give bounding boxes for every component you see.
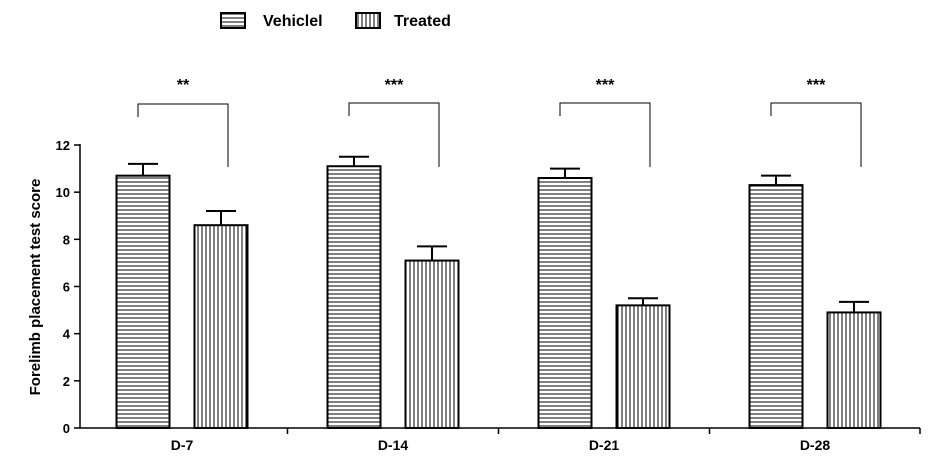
bar-vehicle	[115, 174, 171, 429]
y-axis-label: Forelimb placement test score	[27, 179, 44, 396]
x-tick-label: D-21	[589, 437, 620, 453]
y-tick-label: 12	[56, 138, 70, 153]
x-tick-label: D-7	[171, 437, 194, 453]
bar-vehicle	[537, 177, 593, 429]
y-tick-label: 10	[56, 185, 70, 200]
y-tick-label: 8	[63, 232, 70, 247]
bar-treated	[826, 311, 882, 430]
bar-treated	[404, 259, 460, 429]
y-tick-label: 0	[63, 421, 70, 436]
y-tick-label: 6	[63, 280, 70, 295]
bar-treated	[615, 304, 671, 429]
legend-label-treated: Treated	[394, 13, 451, 30]
significance-label: ***	[385, 77, 404, 94]
y-tick-label: 4	[63, 327, 71, 342]
legend-swatch-vehicle	[220, 12, 246, 29]
significance-bracket	[137, 103, 229, 167]
significance-bracket	[770, 102, 862, 167]
y-tick-label: 2	[63, 374, 70, 389]
legend-swatch-treated	[355, 12, 381, 29]
significance-label: ***	[596, 77, 615, 94]
legend-label-vehicle: Vehiclel	[263, 13, 323, 30]
significance-label: ***	[807, 77, 826, 94]
significance-bracket	[348, 102, 440, 167]
bar-treated	[193, 224, 249, 429]
significance-label: **	[177, 77, 190, 94]
bar-vehicle	[326, 165, 382, 429]
x-tick-label: D-14	[378, 437, 409, 453]
significance-bracket	[559, 102, 651, 167]
x-tick-label: D-28	[800, 437, 831, 453]
bar-vehicle	[748, 184, 804, 429]
legend: Vehiclel Treated	[220, 12, 451, 30]
